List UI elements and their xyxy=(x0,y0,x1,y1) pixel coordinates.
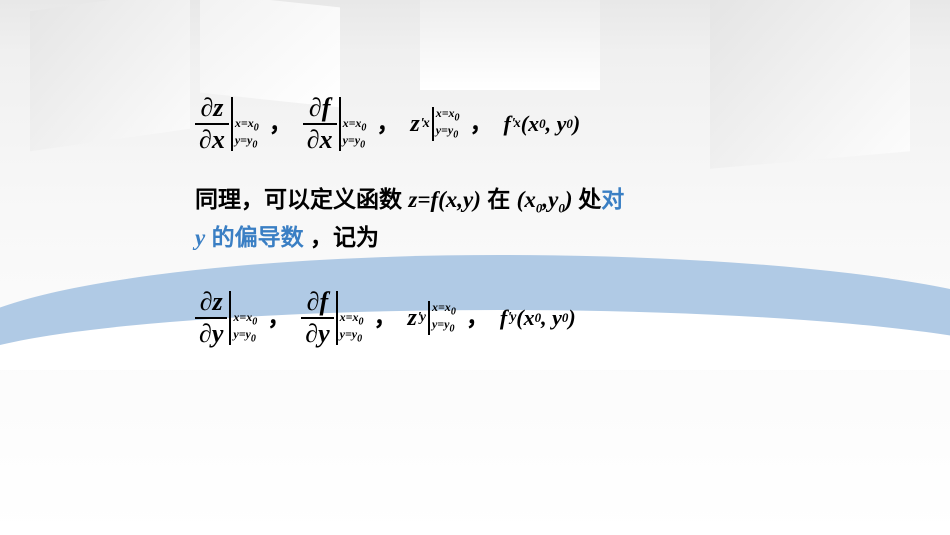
eval-bar: x=x0 y=y0 xyxy=(428,301,456,335)
eval-bar: x=x0 y=y0 xyxy=(229,291,257,345)
highlight-text: 对 xyxy=(601,186,624,212)
highlight-text: y 的偏导数 xyxy=(195,224,310,250)
eval-bar: x=x0 y=y0 xyxy=(432,107,460,141)
comma: ， xyxy=(269,103,293,146)
dz-dy-frac: ∂z ∂y x=x0 y=y0 xyxy=(195,289,257,347)
eval-y: y=y0 xyxy=(340,328,364,345)
inline-fn: z=f(x,y) xyxy=(408,187,481,212)
notation-row-x: ∂z ∂x x=x0 y=y0 ， ∂f ∂x x=x0 y=y0 xyxy=(195,95,835,153)
eval-y: y=y0 xyxy=(235,134,259,151)
eval-x: x=x0 xyxy=(343,117,367,134)
eval-y: y=y0 xyxy=(343,134,367,151)
inline-point: (x0,y0) xyxy=(517,187,579,212)
eval-x: x=x0 xyxy=(432,301,456,318)
frac-den: ∂y xyxy=(301,317,333,347)
frac-num: ∂f xyxy=(305,95,335,123)
notation-row-y: ∂z ∂y x=x0 y=y0 ， ∂f ∂y x=x0 y=y0 xyxy=(195,289,835,347)
frac-den: ∂y xyxy=(195,317,227,347)
df-dx-frac: ∂f ∂x x=x0 y=y0 xyxy=(303,95,367,153)
df-dy-frac: ∂f ∂y x=x0 y=y0 xyxy=(301,289,363,347)
eval-x: x=x0 xyxy=(436,107,460,124)
dz-dx-frac: ∂z ∂x x=x0 y=y0 xyxy=(195,95,259,153)
explanation-line-2: y 的偏导数 ，记为 xyxy=(195,219,835,257)
frac-num: ∂z xyxy=(196,289,227,317)
frac-den: ∂x xyxy=(195,123,229,153)
eval-y: y=y0 xyxy=(432,318,456,335)
comma: ， xyxy=(376,103,400,146)
frac-num: ∂f xyxy=(303,289,333,317)
eval-bar: x=x0 y=y0 xyxy=(339,97,367,151)
frac-num: ∂z xyxy=(196,95,227,123)
eval-bar: x=x0 y=y0 xyxy=(231,97,259,151)
fx-prime: f ′ x (x 0 , y 0 ) xyxy=(504,111,581,137)
comma: ， xyxy=(470,103,494,146)
eval-y: y=y0 xyxy=(436,124,460,141)
eval-x: x=x0 xyxy=(233,311,257,328)
z-prime-y: z ′ y x=x0 y=y0 xyxy=(407,301,455,335)
z-prime-x: z ′ x x=x0 y=y0 xyxy=(410,107,459,141)
explanation-line-1: 同理，可以定义函数 z=f(x,y) 在 (x0,y0) 处对 xyxy=(195,181,835,219)
eval-x: x=x0 xyxy=(340,311,364,328)
comma: ， xyxy=(373,297,397,340)
fy-prime: f ′ y (x 0 , y 0 ) xyxy=(500,305,576,331)
eval-y: y=y0 xyxy=(233,328,257,345)
frac-den: ∂x xyxy=(303,123,337,153)
comma: ， xyxy=(267,297,291,340)
comma: ， xyxy=(466,297,490,340)
eval-x: x=x0 xyxy=(235,117,259,134)
eval-bar: x=x0 y=y0 xyxy=(336,291,364,345)
slide-content: ∂z ∂x x=x0 y=y0 ， ∂f ∂x x=x0 y=y0 xyxy=(195,95,835,375)
